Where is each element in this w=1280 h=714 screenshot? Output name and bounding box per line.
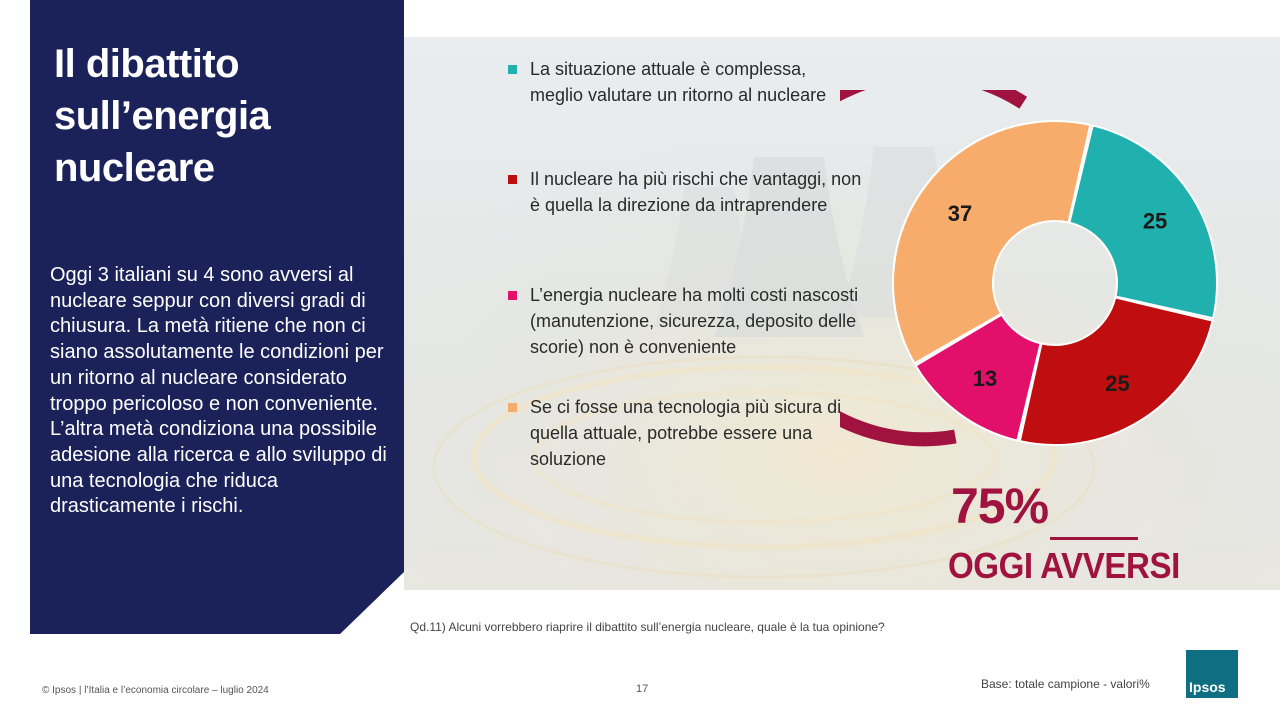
page-number: 17 [636, 683, 649, 695]
donut-chart: 25 25 13 37 [840, 90, 1218, 447]
legend-label: L’energia nucleare ha molti costi nascos… [530, 285, 859, 357]
adverse-percentage: 75% [951, 478, 1049, 534]
legend-swatch-red [508, 175, 517, 184]
adverse-bracket-arc [840, 90, 1028, 447]
donut-value-label-2: 13 [973, 366, 997, 391]
adverse-label: OGGI AVVERSI [948, 545, 1180, 586]
ipsos-logo: Ipsos [1186, 650, 1238, 698]
legend-item-tecnologia: Se ci fosse una tecnologia più sicura di… [508, 394, 862, 472]
percentage-underline [1050, 537, 1138, 540]
title-panel [30, 0, 404, 634]
donut-slice-2 [914, 313, 1042, 442]
legend-swatch-orange [508, 403, 517, 412]
donut-slice-1 [1018, 296, 1214, 446]
sample-base-note: Base: totale campione - valori% [981, 677, 1150, 691]
logo-text: Ipsos [1189, 679, 1226, 695]
survey-question: Qd.11) Alcuni vorrebbero riaprire il dib… [410, 620, 885, 634]
legend-label: Se ci fosse una tecnologia più sicura di… [530, 397, 842, 469]
donut-value-label-0: 25 [1143, 208, 1167, 233]
legend-swatch-teal [508, 65, 517, 74]
donut-slice-3 [892, 120, 1092, 365]
page-title: Il dibattito sull’energia nucleare [54, 42, 271, 190]
donut-value-label-1: 25 [1105, 371, 1129, 396]
donut-value-label-3: 37 [948, 201, 972, 226]
legend-item-costi: L’energia nucleare ha molti costi nascos… [508, 282, 862, 360]
copyright-footer: © Ipsos | l’Italia e l’economia circolar… [42, 685, 269, 696]
legend-item-rischi: Il nucleare ha più rischi che vantaggi, … [508, 166, 862, 218]
legend-label: La situazione attuale è complessa, megli… [530, 59, 827, 105]
legend-label: Il nucleare ha più rischi che vantaggi, … [530, 169, 862, 215]
panel-corner-cut [340, 572, 404, 634]
legend-swatch-pink [508, 291, 517, 300]
donut-slice-0 [1068, 124, 1218, 320]
summary-text: Oggi 3 italiani su 4 sono avversi al nuc… [50, 264, 387, 518]
legend-item-ritorno: La situazione attuale è complessa, megli… [508, 56, 862, 108]
